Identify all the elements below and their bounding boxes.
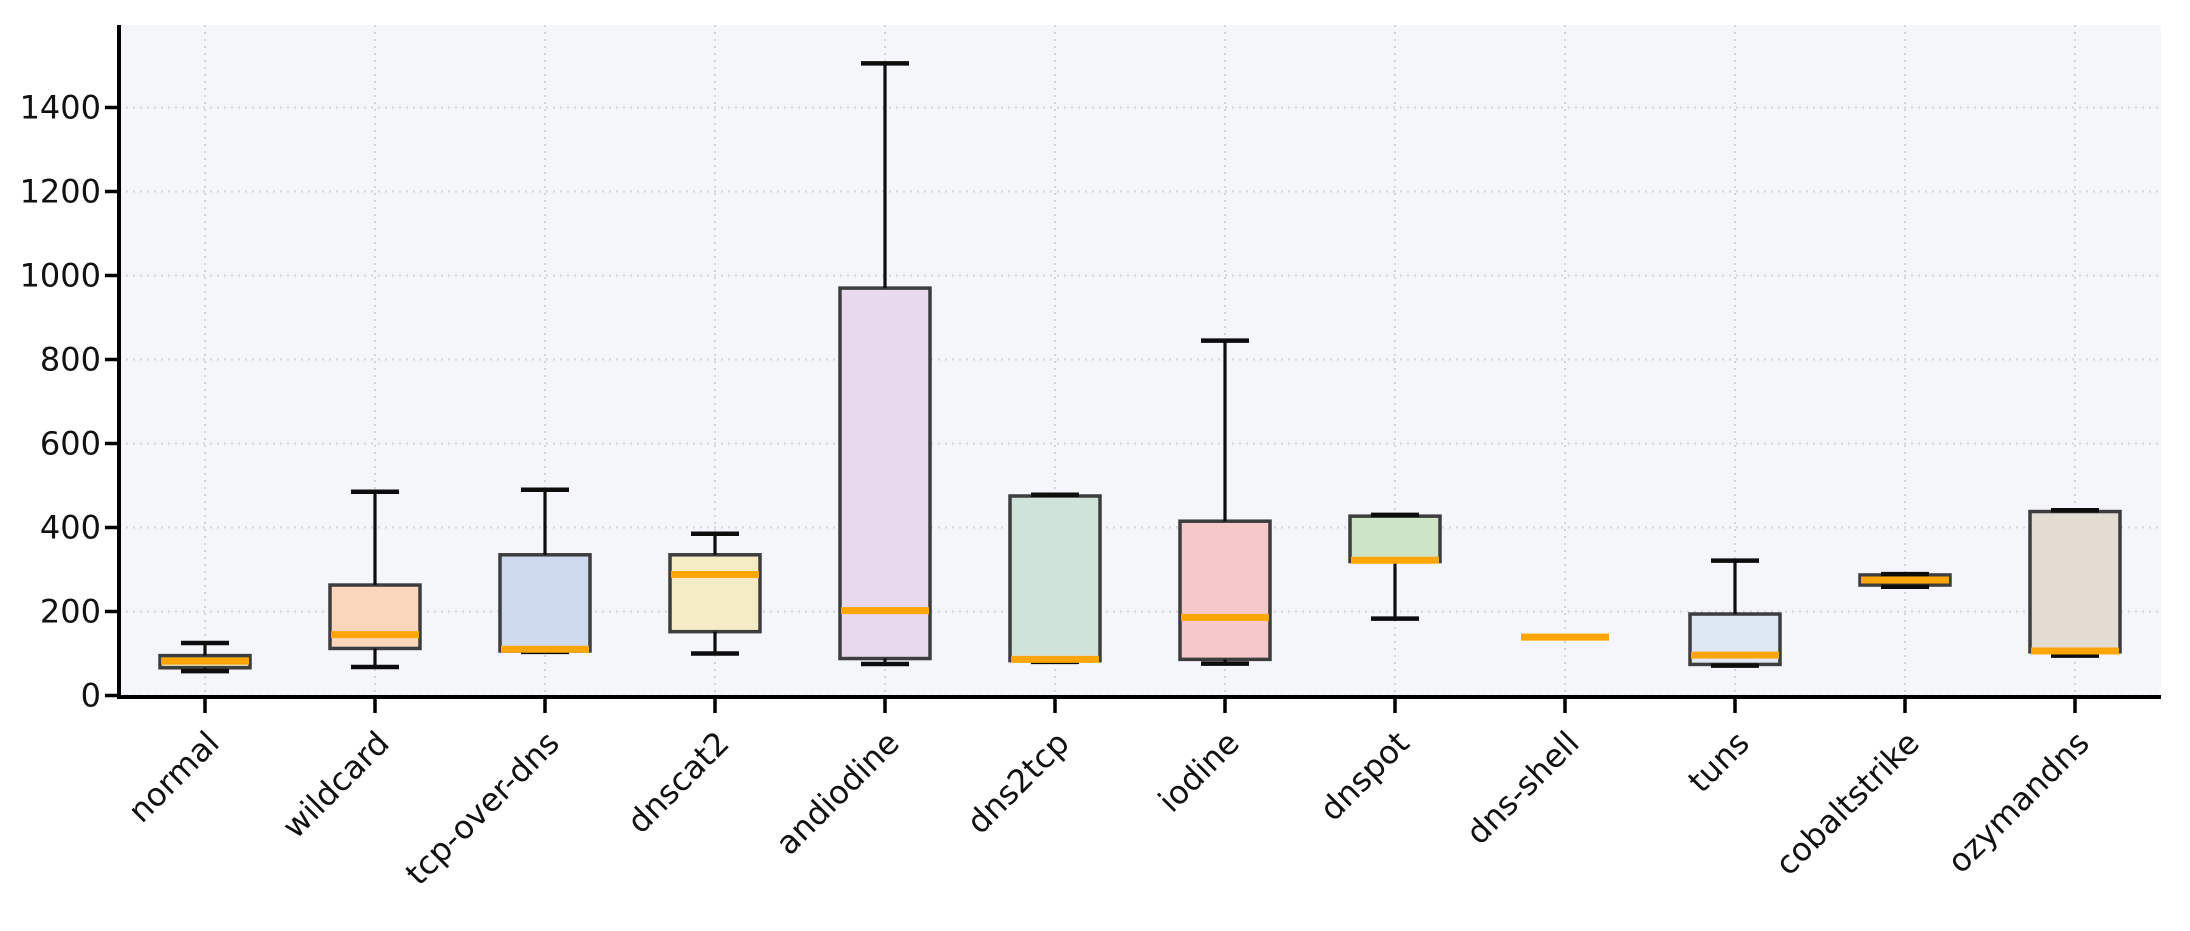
box-iodine (1178, 519, 1272, 662)
x-tick-label-dns2tcp: dns2tcp (959, 724, 1076, 841)
plot-background (119, 25, 2161, 697)
box-dnspot (1348, 514, 1442, 564)
box-dns2tcp (1008, 494, 1102, 663)
x-tick-label-dnscat2: dnscat2 (620, 724, 737, 841)
box-wildcard (328, 583, 422, 651)
box-andiodine (838, 286, 932, 661)
y-tick-label-1000: 1000 (20, 257, 101, 295)
y-tick-label-0: 0 (81, 677, 101, 715)
box-ozymandns (2028, 509, 2122, 654)
y-tick-label-1200: 1200 (20, 173, 101, 211)
y-tick-label-600: 600 (40, 425, 101, 463)
box-tcp-over-dns (498, 553, 592, 653)
x-tick-label-wildcard: wildcard (275, 724, 397, 846)
x-tick-label-iodine: iodine (1151, 724, 1247, 820)
x-tick-label-andiodine: andiodine (768, 724, 906, 862)
y-tick-label-200: 200 (40, 593, 101, 631)
x-tick-label-tuns: tuns (1680, 724, 1756, 800)
x-tick-label-ozymandns: ozymandns (1940, 724, 2097, 881)
x-tick-label-tcp-over-dns: tcp-over-dns (398, 724, 567, 893)
x-tick-label-dns-shell: dns-shell (1459, 724, 1587, 852)
y-tick-label-1400: 1400 (20, 89, 101, 127)
x-tick-label-dnspot: dnspot (1312, 724, 1416, 828)
x-tick-label-normal: normal (121, 724, 227, 830)
y-tick-label-800: 800 (40, 341, 101, 379)
box-dnscat2 (668, 553, 762, 634)
y-tick-label-400: 400 (40, 509, 101, 547)
x-tick-label-cobaltstrike: cobaltstrike (1768, 724, 1927, 883)
